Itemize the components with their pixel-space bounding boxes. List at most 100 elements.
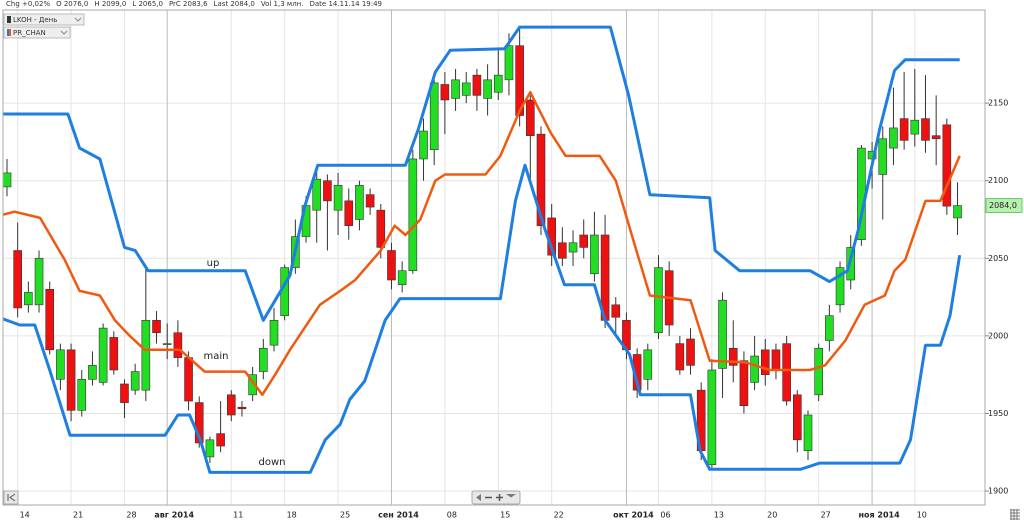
plot [3, 25, 962, 474]
x-tick-label: 10 [917, 511, 927, 520]
candle-body [365, 194, 375, 208]
candle-body [269, 320, 279, 346]
channel-line [3, 25, 960, 322]
x-tick-label: 18 [287, 511, 297, 520]
scroll-left[interactable] [3, 490, 19, 505]
icon[interactable] [1010, 509, 1020, 520]
header-item: O 2076,0 [56, 0, 88, 8]
legend-box[interactable] [3, 26, 71, 39]
candle-body [675, 343, 685, 371]
candle-body [515, 45, 524, 116]
candle-body [24, 292, 33, 306]
candle-body [237, 406, 247, 410]
candle-body [248, 374, 257, 396]
candle-body [921, 118, 930, 141]
candle-body [194, 402, 204, 444]
legend-icon [9, 29, 11, 36]
dropdown-arrow [60, 30, 68, 35]
legend-label: LKOH - День [13, 16, 57, 24]
candle-body [120, 383, 129, 403]
series-label: main [204, 351, 229, 362]
candle-body [109, 337, 119, 371]
candle-body [483, 79, 492, 99]
candle-body [226, 394, 236, 416]
candle-body [536, 133, 546, 226]
candle-body [568, 242, 578, 253]
header-item: PrC 2083,6 [169, 0, 208, 8]
icon [7, 493, 16, 502]
x-tick-label: 11 [233, 511, 243, 520]
candle-body [408, 158, 418, 271]
candle-body [760, 349, 770, 375]
candle-body [66, 349, 76, 411]
header-item: Date 14.11.14 19:49 [309, 0, 382, 8]
candle-body [130, 371, 140, 391]
candle-body [910, 119, 920, 135]
y-tick-label: 1950 [988, 409, 1008, 418]
icon [476, 494, 516, 501]
candle-body [493, 74, 503, 93]
candle-body [451, 79, 460, 99]
candle-body [98, 327, 108, 383]
candle-body [355, 185, 364, 220]
candle-body [162, 343, 172, 345]
candle-body [461, 82, 471, 96]
x-tick-label: авг 2014 [154, 511, 194, 520]
legend[interactable]: LKOH - День PR_CHAN [3, 13, 85, 39]
y-tick-label: 2000 [988, 331, 1008, 340]
header-item: Last 2084,0 [214, 0, 255, 8]
plot-frame [2, 9, 986, 506]
candle-body [419, 130, 428, 160]
legend-icon [7, 29, 9, 36]
candle-body [88, 365, 97, 380]
candle-body [45, 289, 55, 351]
x-tick-label: 20 [767, 511, 777, 520]
legend-icon [7, 16, 11, 23]
x-tick-label: 13 [714, 511, 724, 520]
candle-body [184, 357, 193, 402]
candle-body [173, 332, 183, 358]
x-tick-label: 25 [340, 511, 350, 520]
candle-body [387, 250, 396, 281]
legend-box[interactable] [3, 13, 85, 26]
x-tick-label: 08 [447, 511, 457, 520]
candle-body [312, 178, 322, 211]
zoom-controls[interactable] [471, 490, 521, 505]
series-label: up [207, 258, 220, 269]
header-item: Vol 1,3 млн. [261, 0, 304, 8]
y-tick-label: 2050 [988, 254, 1008, 263]
candle-body [750, 355, 759, 383]
candle-body [707, 369, 717, 465]
candle-body [504, 45, 514, 81]
candle-body [333, 185, 343, 211]
candle-body [376, 209, 386, 248]
candle-body [56, 349, 65, 380]
candle-body [472, 74, 482, 96]
candle-body [141, 320, 151, 391]
channel-line [3, 163, 962, 474]
button[interactable] [3, 490, 19, 505]
candle-body [205, 439, 215, 458]
labels: 1900 1950 2000 2050 2100 2150 14 21 28 авг 2014 11… [20, 99, 1023, 520]
candle-body [686, 338, 695, 366]
channel-line [3, 90, 961, 397]
candle-body [397, 270, 407, 285]
candle-body [835, 267, 845, 306]
candle-body [13, 250, 22, 309]
header-item: Chg +0,02% [6, 0, 50, 8]
candle-body [814, 347, 823, 396]
candle-body [793, 394, 802, 441]
settings-icon[interactable] [1010, 509, 1020, 520]
candle-body [654, 267, 663, 334]
candle-body [323, 180, 332, 202]
series-label: down [259, 457, 286, 468]
candle-body [440, 84, 450, 101]
x-tick-label: окт 2014 [613, 511, 654, 520]
candle-body [216, 433, 225, 447]
candle-body [152, 320, 161, 334]
candle-body [718, 299, 727, 369]
price-tag-label: 2084,0 [989, 201, 1017, 210]
candle-body [558, 242, 567, 259]
candle-body [942, 124, 952, 207]
